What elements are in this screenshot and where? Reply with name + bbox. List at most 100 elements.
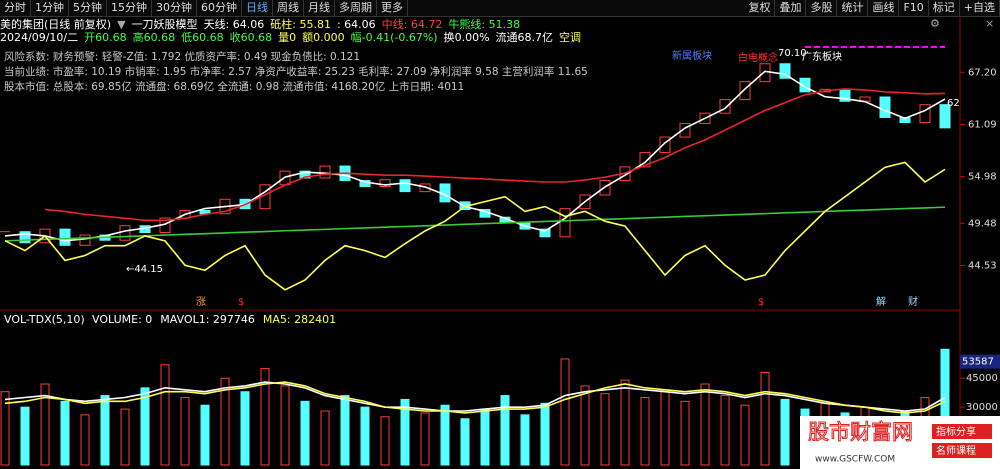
indicator-value: 中线: 64.72 bbox=[381, 18, 443, 31]
quote-field: 流通68.7亿 bbox=[495, 31, 554, 44]
period-tab[interactable]: 日线 bbox=[242, 0, 273, 16]
max-marker-bg bbox=[960, 354, 1000, 369]
quote-line: 2024/09/10/二 开60.68 高60.68 低60.68 收60.68 量0 额0… bbox=[0, 31, 587, 45]
candle bbox=[59, 228, 71, 246]
period-tab[interactable]: 5分钟 bbox=[69, 0, 107, 16]
stock-name[interactable]: 美的集团(日线 前复权) bbox=[0, 18, 112, 31]
quote-field: 额0.000 bbox=[302, 31, 345, 44]
volume-bar bbox=[300, 400, 310, 466]
volume-bar bbox=[500, 395, 510, 466]
toolbar: 分时 1分钟 5分钟 15分钟 30分钟 60分钟 日线 周线 月线 多周期 更多 复权 叠加 多股 统计画… bbox=[0, 0, 1000, 17]
settings-icon[interactable]: ⚙ bbox=[930, 17, 940, 30]
quote-field: 空调 bbox=[559, 31, 582, 44]
indicator-title: VOL-TDX(5,10) bbox=[4, 313, 85, 326]
candle bbox=[559, 208, 571, 238]
watermark-tag: 名师课程 bbox=[936, 444, 976, 457]
volume-bar bbox=[460, 418, 470, 466]
annotation: 白电概念 bbox=[738, 51, 778, 64]
volume-bar bbox=[440, 404, 450, 466]
period-tab[interactable]: 更多 bbox=[377, 0, 408, 16]
header: 美的集团(日线 前复权) ▼ 一刀妖股模型 天线: 64.06 砥柱: 55.81:… bbox=[0, 18, 526, 32]
volume-bar bbox=[700, 383, 710, 466]
tool-button[interactable]: 标记 bbox=[929, 0, 960, 16]
volume-bar bbox=[280, 385, 290, 466]
watermark-title: 股市财富网 bbox=[808, 420, 913, 444]
volume-bar bbox=[540, 402, 550, 466]
candle bbox=[679, 122, 691, 138]
indicator-line bbox=[4, 381, 946, 414]
candle bbox=[599, 180, 611, 196]
y-tick-label: 61.09 bbox=[968, 119, 997, 130]
indicator-value: : 64.06 bbox=[336, 18, 376, 31]
tool-button[interactable]: 画线 bbox=[868, 0, 900, 16]
volume-bar bbox=[380, 416, 390, 466]
period-tab[interactable]: 多周期 bbox=[335, 0, 377, 16]
volume-bar bbox=[160, 364, 170, 466]
info-line: 股本市值: 总股本: 69.85亿 流通盘: 68.69亿 全流通: 0.98 … bbox=[4, 80, 464, 93]
volume-bar bbox=[180, 397, 190, 466]
info-line: 当前业绩: 市盈率: 10.19 市销率: 1.95 市净率: 2.57 净资产… bbox=[4, 65, 588, 78]
period-tab[interactable]: 周线 bbox=[273, 0, 304, 16]
volume-bar bbox=[240, 391, 250, 466]
volume-bar bbox=[100, 395, 110, 466]
tool-button[interactable]: 叠加 bbox=[775, 0, 807, 16]
period-tab[interactable]: 月线 bbox=[304, 0, 335, 16]
indicator-line bbox=[44, 88, 946, 222]
legend-entry: MAVOL1: 297746 bbox=[160, 313, 255, 326]
volume-bar bbox=[420, 412, 430, 466]
volume-bar bbox=[40, 383, 50, 466]
volume-bar bbox=[140, 387, 150, 466]
spacer bbox=[408, 0, 744, 16]
period-tab[interactable]: 1分钟 bbox=[31, 0, 69, 16]
close-icon[interactable]: × bbox=[985, 17, 994, 30]
tool-button[interactable]: F10 bbox=[899, 0, 929, 16]
candle bbox=[399, 179, 411, 193]
volume-bar bbox=[680, 400, 690, 466]
watermark-tag: 指标分享 bbox=[936, 425, 976, 438]
candle bbox=[799, 77, 811, 93]
period-tab[interactable]: 分时 bbox=[0, 0, 31, 16]
period-tab[interactable]: 15分钟 bbox=[107, 0, 152, 16]
indicator-value: 天线: 64.06 bbox=[203, 18, 265, 31]
dropdown[interactable]: ▼ bbox=[117, 18, 126, 31]
event-marker: 财 bbox=[908, 295, 918, 308]
watermark-tag-bg bbox=[932, 443, 992, 458]
annotation: 广东板块 bbox=[802, 50, 842, 63]
volume-bar bbox=[620, 379, 630, 466]
watermark-url: www.GSCFW.COM bbox=[815, 455, 895, 465]
indicator-line bbox=[4, 70, 946, 242]
candle bbox=[879, 96, 891, 118]
tool-button[interactable]: +自选 bbox=[960, 0, 1000, 16]
quote-field: 收60.68 bbox=[229, 31, 273, 44]
y-tick-label: 45000 bbox=[966, 373, 998, 384]
volume-bar bbox=[0, 391, 10, 466]
volume-bar bbox=[20, 406, 30, 466]
indicator-line bbox=[4, 206, 946, 242]
volume-bar bbox=[580, 385, 590, 466]
volume-bar bbox=[760, 371, 770, 466]
indicator-value: 牛熊线: 51.38 bbox=[448, 18, 521, 31]
volume-bar bbox=[560, 358, 570, 466]
tool-button[interactable]: 多股 bbox=[806, 0, 838, 16]
tool-button[interactable]: 复权 bbox=[744, 0, 776, 16]
candle bbox=[119, 225, 131, 241]
period-tab[interactable]: 60分钟 bbox=[197, 0, 242, 16]
volume-bar bbox=[120, 408, 130, 466]
period-tab[interactable]: 30分钟 bbox=[152, 0, 197, 16]
annotation: ←44.15 bbox=[126, 264, 163, 275]
info-line: 风险系数: 财务预警: 轻警-Z值: 1.792 优质资产率: 0.49 现金负… bbox=[4, 50, 360, 63]
candle bbox=[539, 228, 551, 238]
candle bbox=[579, 194, 591, 210]
candle bbox=[699, 112, 711, 124]
tool-button[interactable]: 统计 bbox=[837, 0, 869, 16]
candle bbox=[319, 165, 331, 179]
watermark-tag-bg bbox=[932, 424, 992, 439]
candle bbox=[639, 151, 651, 168]
volume-bar bbox=[720, 395, 730, 466]
candle bbox=[419, 183, 431, 193]
model-name: 一刀妖股模型 bbox=[131, 18, 198, 31]
candle bbox=[719, 99, 731, 114]
volume-bar bbox=[200, 404, 210, 466]
indicator-line bbox=[4, 381, 946, 412]
